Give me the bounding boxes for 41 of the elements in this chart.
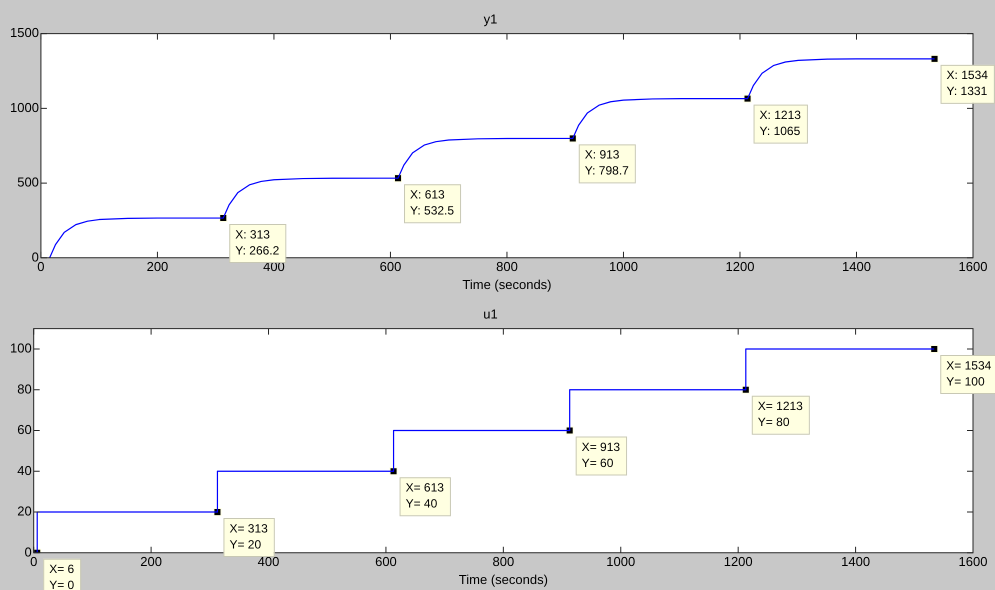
y-tick-label: 0 [24, 544, 32, 560]
annotation: X= 1534 Y= 100 [946, 358, 992, 388]
annotation: X= 613 Y= 40 [406, 480, 444, 511]
y-tick-label: 1500 [10, 25, 39, 40]
point [930, 54, 939, 63]
x-axis-title: Time (seconds) [462, 276, 552, 292]
x-tick-label: 800 [492, 554, 514, 570]
annotation: X: 1534 Y: 1331 [946, 68, 988, 98]
x-tick-label: 1000 [606, 554, 636, 570]
x-tick-label: 600 [380, 259, 402, 274]
y-tick-label: 0 [32, 249, 39, 264]
annotation: X: 1213 Y: 1065 [760, 108, 802, 138]
annotation: X: 913 Y: 798.7 [584, 148, 630, 178]
y-tick-label: 1000 [10, 100, 39, 115]
x-tick-label: 1200 [724, 554, 753, 570]
y-tick-label: 500 [17, 174, 39, 190]
x-tick-label: 1000 [609, 259, 638, 274]
annotation: X: 313 Y: 266.2 [235, 227, 280, 258]
x-tick-label: 1200 [726, 259, 754, 274]
x-axis-title: Time (seconds) [458, 572, 548, 587]
x-tick-label: 1600 [958, 554, 988, 570]
y-tick-label: 60 [17, 422, 32, 438]
annotation: X= 913 Y= 60 [582, 440, 620, 470]
x-tick-label: 400 [258, 554, 280, 570]
x-tick-label: 200 [146, 259, 168, 274]
annotation: X= 6 Y= 0 [49, 562, 75, 590]
x-tick-label: 200 [140, 554, 162, 570]
y-tick-label: 40 [17, 462, 32, 478]
x-tick-label: 1400 [841, 554, 870, 570]
annotation: X: 613 Y: 532.5 [410, 188, 454, 218]
annotation: X= 313 Y= 20 [229, 521, 268, 552]
chart-title: u1 [483, 306, 498, 322]
y-tick-label: 100 [10, 340, 32, 356]
y-tick-label: 80 [17, 381, 32, 396]
x-tick-label: 1400 [842, 259, 871, 274]
x-tick-label: 1600 [958, 259, 988, 274]
annotation: X= 1213 Y= 80 [758, 399, 804, 430]
chart-title: y1 [484, 11, 498, 26]
y-tick-label: 20 [17, 504, 32, 519]
x-tick-label: 600 [375, 554, 397, 570]
x-tick-label: 800 [496, 259, 518, 274]
